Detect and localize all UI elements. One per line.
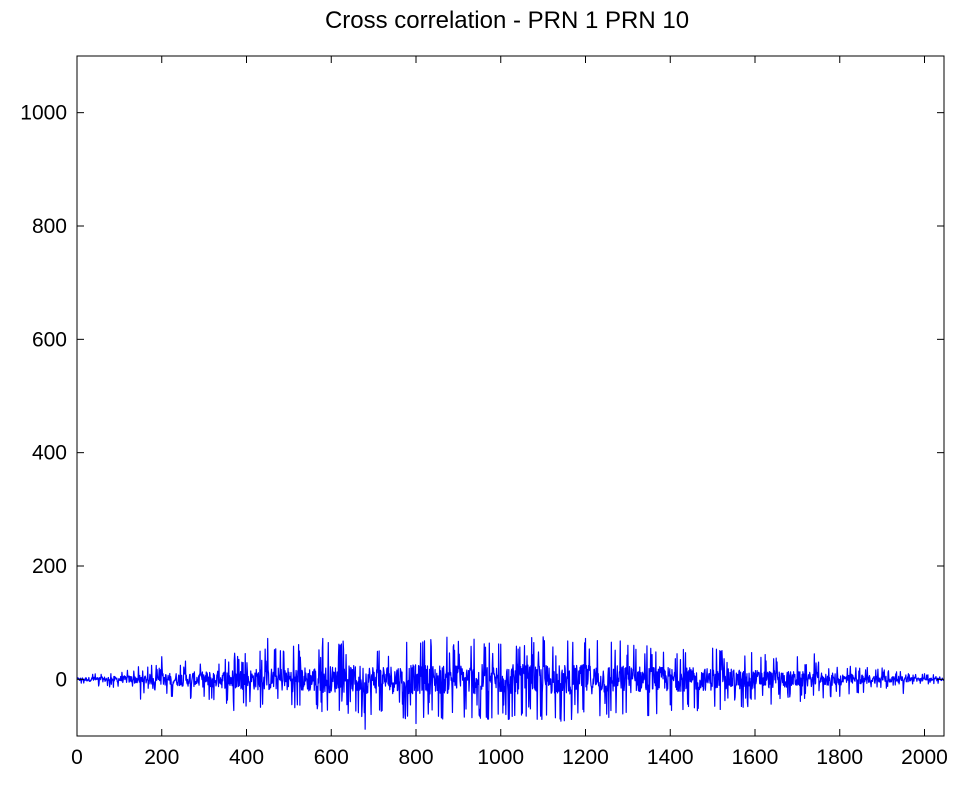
x-tick-label: 200 — [144, 746, 179, 769]
y-tick-label: 800 — [32, 215, 67, 238]
ticks-layer: 0 200 400 600 800 1000 1200 1400 1600 1800 2000 0 20… — [20, 56, 948, 769]
x-tick-label: 1600 — [732, 746, 779, 769]
y-tick-label: 200 — [32, 555, 67, 578]
y-tick-label: 1000 — [20, 102, 67, 125]
y-tick-label: 400 — [32, 442, 67, 465]
y-tick-label: 0 — [55, 668, 67, 691]
x-tick-label: 1800 — [816, 746, 863, 769]
x-tick-label: 2000 — [901, 746, 948, 769]
x-tick-label: 600 — [314, 746, 349, 769]
series-line-cross-correlation — [76, 636, 945, 730]
chart-title: Cross correlation - PRN 1 PRN 10 — [325, 7, 689, 34]
x-tick-label: 400 — [229, 746, 264, 769]
x-tick-label: 1400 — [647, 746, 694, 769]
axes-box — [76, 55, 945, 737]
x-tick-label: 0 — [71, 746, 83, 769]
x-tick-label: 800 — [398, 746, 433, 769]
x-tick-label: 1000 — [477, 746, 524, 769]
series-layer — [76, 636, 945, 730]
plot-area — [77, 56, 944, 736]
x-tick-label: 1200 — [562, 746, 609, 769]
y-tick-label: 600 — [32, 328, 67, 351]
